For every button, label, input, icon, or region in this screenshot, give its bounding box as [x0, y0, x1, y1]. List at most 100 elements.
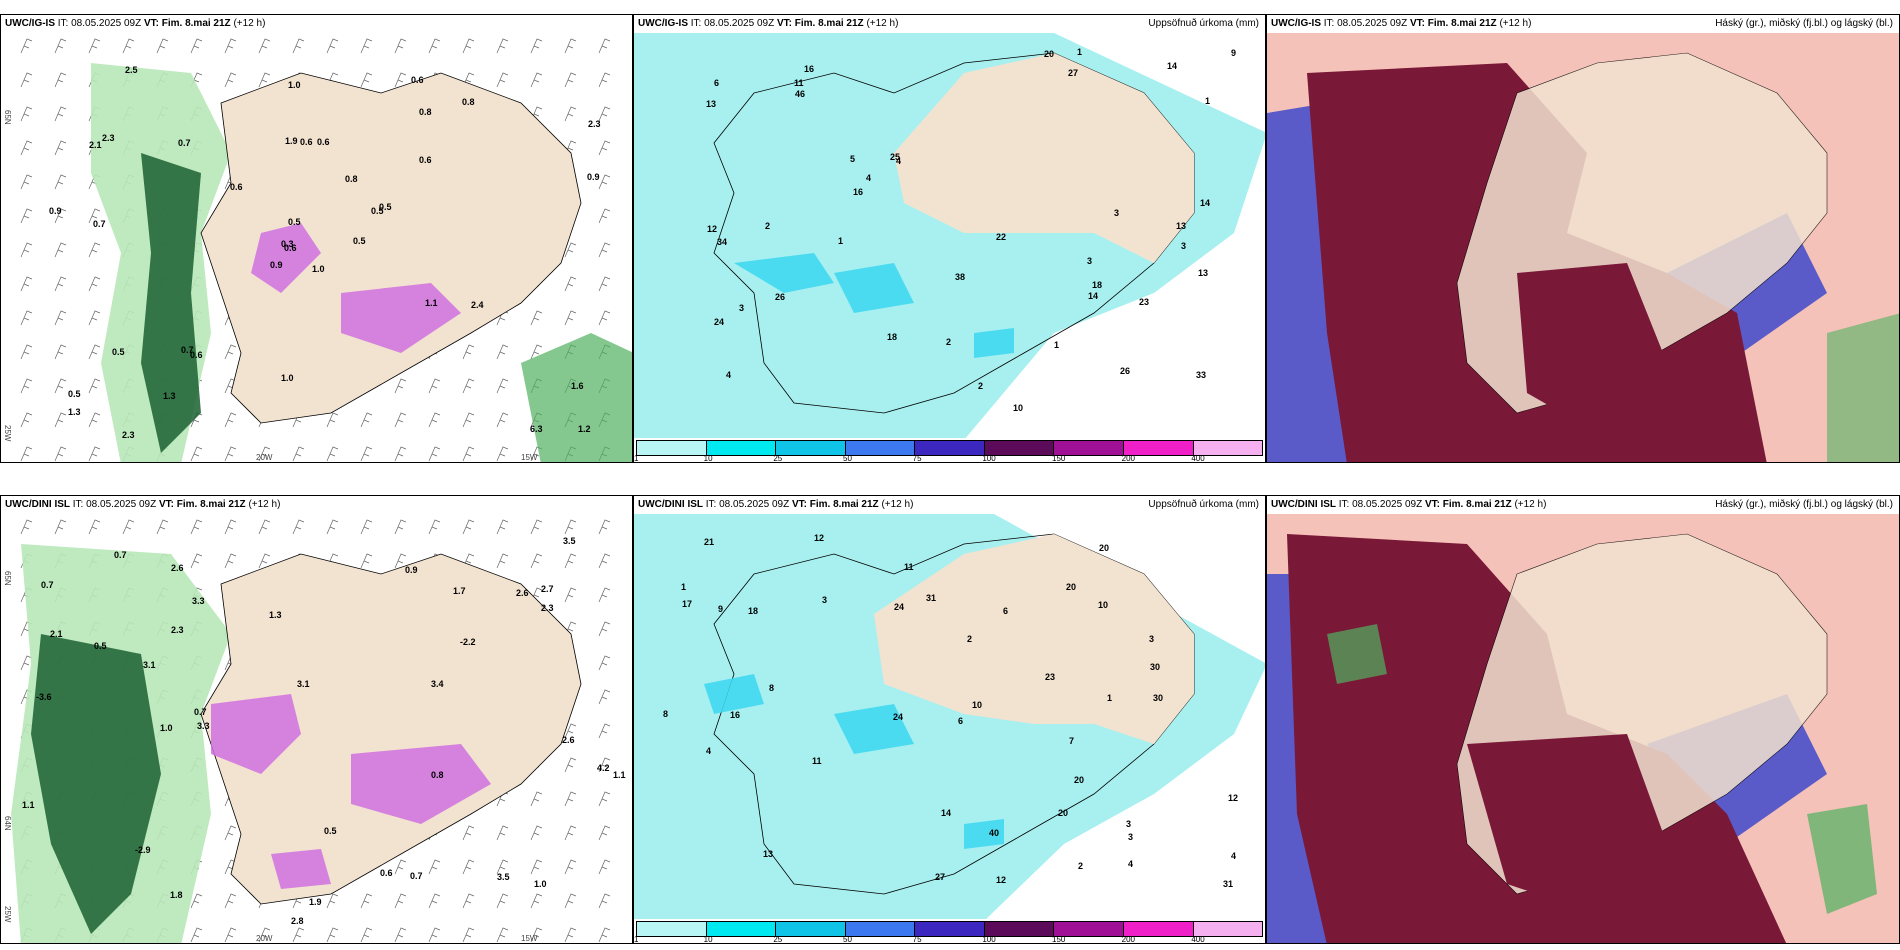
value-label: 10	[1098, 600, 1108, 610]
value-label: 9	[718, 604, 723, 614]
value-label: 40	[989, 828, 999, 838]
value-label: 12	[996, 875, 1006, 885]
colorbar-tick-label: 25	[773, 935, 783, 944]
panel-header: UWC/IG-IS IT: 08.05.2025 09Z VT: Fim. 8.…	[634, 15, 1265, 33]
wind-barb-icon	[20, 446, 33, 462]
vt-value: Fim. 8.mai 21Z	[1427, 18, 1497, 29]
wind-barb-icon	[598, 893, 611, 909]
cloud-high-area-inner	[1467, 734, 1667, 914]
wind-barb-icon	[598, 208, 611, 224]
wind-barb-icon	[394, 38, 407, 54]
value-label: 13	[1198, 268, 1208, 278]
wind-barb-icon	[394, 412, 407, 428]
lon-label: 15W	[521, 453, 538, 462]
it-label: IT:	[72, 499, 84, 510]
value-label: 24	[714, 317, 724, 327]
colorbar-swatch	[776, 441, 846, 455]
wind-barb-icon	[564, 38, 577, 54]
value-label: 12	[814, 533, 824, 543]
wind-barb-icon	[394, 519, 407, 535]
colorbar-swatch	[984, 922, 1055, 936]
colorbar-swatch	[1193, 441, 1263, 455]
green-cloud-area	[1827, 313, 1899, 462]
value-label: 3.1	[143, 660, 156, 670]
colorbar-swatch	[1123, 922, 1194, 936]
value-label: 16	[853, 187, 863, 197]
colorbar-tick-label: 100	[982, 935, 996, 944]
value-label: 0.7	[114, 550, 127, 560]
value-label: 46	[795, 89, 805, 99]
wind-barb-icon	[394, 378, 407, 394]
dry-sea-area	[964, 33, 1265, 440]
values-layer: 2.1 2.33.41.92.62.80.83.32.71.14.23.3-2.2…	[22, 536, 626, 926]
value-label: 1.1	[425, 298, 438, 308]
value-label: 1	[1205, 96, 1210, 106]
panel-header: UWC/IG-IS IT: 08.05.2025 09Z VT: Fim. 8.…	[1267, 15, 1899, 33]
panel-title: Háský (gr.), miðský (fj.bl.) og lágský (…	[1715, 18, 1893, 29]
value-label: 24	[893, 712, 903, 722]
wind-barb-icon	[224, 825, 237, 841]
colorbar-swatch	[1054, 922, 1124, 936]
wind-barb-icon	[258, 446, 271, 462]
wind-barb-icon	[360, 893, 373, 909]
value-label: 3	[1149, 634, 1154, 644]
value-label: 2.1	[50, 629, 63, 639]
wind-barb-icon	[496, 927, 509, 943]
value-label: 0.7	[93, 219, 106, 229]
wind-barb-icon	[462, 446, 475, 462]
value-label: 3	[739, 303, 744, 313]
wind-barb-icon	[598, 553, 611, 569]
panel-header: UWC/DINI ISL IT: 08.05.2025 09Z VT: Fim.…	[1267, 496, 1899, 514]
it-value: 08.05.2025 09Z	[86, 499, 157, 510]
wind-barb-icon	[530, 927, 543, 943]
value-label: 0.6	[419, 155, 432, 165]
green-cloud-area	[1327, 624, 1877, 914]
it-value: 08.05.2025 09Z	[719, 499, 790, 510]
colorbar-tick-label: 10	[703, 935, 713, 944]
value-label: 0.3	[281, 239, 294, 249]
vt-label: VT:	[791, 499, 807, 510]
wind-barb-icon	[224, 72, 237, 88]
value-label: 20	[1044, 49, 1054, 59]
lead-time: (+12 h)	[866, 18, 899, 29]
colorbar-tick-label: 75	[912, 935, 922, 944]
value-label: 1.8	[170, 890, 183, 900]
wind-barb-icon	[496, 72, 509, 88]
wind-barb-icon	[428, 859, 441, 875]
value-label: 11	[794, 78, 804, 88]
wind-barb-icon	[496, 859, 509, 875]
wind-barb-icon	[530, 859, 543, 875]
wind-barb-icon	[462, 519, 475, 535]
colorbar-swatch	[845, 922, 916, 936]
lat-label: 64N	[3, 816, 12, 831]
value-label: 30	[1153, 693, 1163, 703]
wind-barb-icon	[190, 553, 203, 569]
wind-barb-icon	[224, 893, 237, 909]
value-label: 3	[1128, 832, 1133, 842]
value-label: 20	[1074, 775, 1084, 785]
wind-barb-icon	[54, 208, 67, 224]
magenta-precip-area	[251, 223, 461, 353]
wind-barb-icon	[394, 446, 407, 462]
wind-panel-top: UWC/IG-IS IT: 08.05.2025 09Z VT: Fim. 8.…	[0, 14, 633, 463]
wind-barb-icon	[496, 378, 509, 394]
vt-label: VT:	[776, 18, 792, 29]
wind-barb-icon	[20, 106, 33, 122]
wind-barb-icon	[360, 553, 373, 569]
wind-barb-icon	[598, 757, 611, 773]
model-name: UWC/DINI ISL	[5, 499, 70, 510]
values-layer: 3341642624275101312633181438222526914161…	[706, 47, 1236, 413]
colorbar-tick-label: 50	[843, 935, 852, 944]
wind-barb-icon	[530, 893, 543, 909]
wind-barb-icon	[360, 927, 373, 943]
precip-map: 3341642624275101312633181438222526914161…	[634, 33, 1265, 440]
value-label: 14	[1167, 61, 1177, 71]
value-label: 1.0	[312, 264, 325, 274]
wind-map: 1.02.10.60.50.50.60.60.60.80.52.51.20.72…	[1, 33, 632, 462]
wind-barb-icon	[224, 412, 237, 428]
value-label: 2.3	[171, 625, 184, 635]
wind-barb-icon	[496, 38, 509, 54]
wind-barb-icon	[326, 927, 339, 943]
value-label: 6	[714, 78, 719, 88]
value-label: 0.6	[317, 137, 330, 147]
